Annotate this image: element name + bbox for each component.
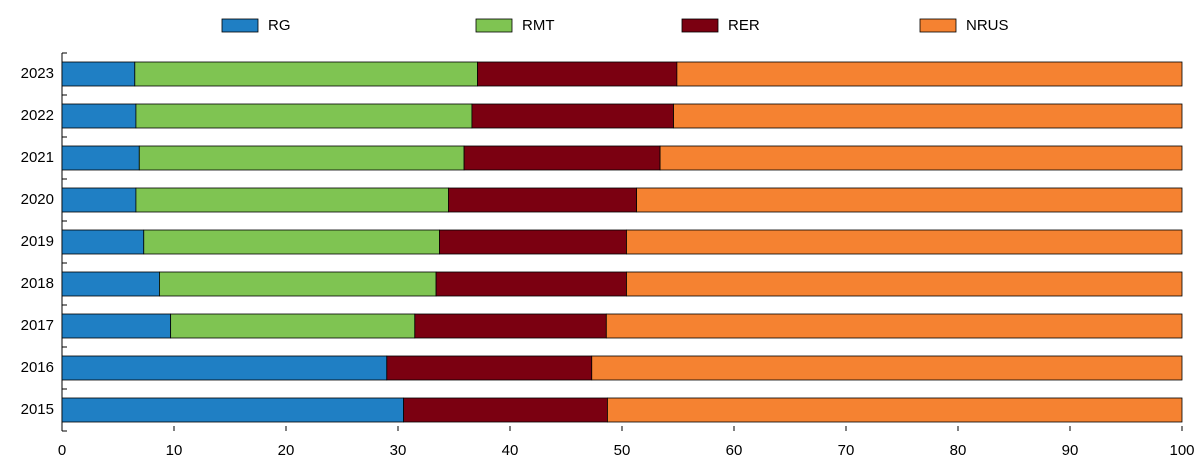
x-tick-label: 60 [726,442,743,459]
x-tick-label: 20 [278,442,295,459]
y-tick-label: 2019 [21,233,54,250]
x-tick-label: 10 [166,442,183,459]
x-tick-label: 70 [838,442,855,459]
legend-label: RMT [522,17,555,34]
bar-segment [414,313,607,339]
bar-segment [143,229,440,255]
bar-segment [471,103,674,129]
y-tick-label: 2017 [21,317,54,334]
y-tick-label: 2022 [21,107,54,124]
x-tick-label: 100 [1169,442,1194,459]
bar-segment [626,229,1183,255]
bar-segment [61,229,145,255]
y-tick-label: 2023 [21,65,54,82]
x-tick-label: 80 [950,442,967,459]
bar-segment [386,355,593,381]
bar-segment [463,145,661,171]
bar-segment [61,397,405,423]
y-tick-label: 2021 [21,149,54,166]
bar-segment [61,355,388,381]
bar-segment [61,103,137,129]
bar-segment [673,103,1183,129]
bar-segment [439,229,627,255]
y-tick-label: 2018 [21,275,54,292]
bar-segment [61,145,140,171]
bar-segment [435,271,627,297]
x-tick-label: 40 [502,442,519,459]
legend-label: RER [728,17,760,34]
bar-segment [135,187,449,213]
legend-label: RG [268,17,291,34]
bar-segment [61,271,160,297]
bar-segment [591,355,1183,381]
bar-segment [447,187,637,213]
legend-label: NRUS [966,17,1009,34]
y-tick-label: 2020 [21,191,54,208]
bar-segment [135,103,473,129]
bar-segment [61,61,136,87]
bar-segment [170,313,416,339]
bar-segment [159,271,437,297]
legend-swatch [681,18,719,33]
bar-segment [403,397,608,423]
y-tick-label: 2016 [21,359,54,376]
bar-segment [477,61,678,87]
bar-segment [636,187,1183,213]
bar-segment [607,397,1183,423]
x-tick-label: 90 [1062,442,1079,459]
bar-segment [138,145,465,171]
x-tick-label: 0 [58,442,66,459]
bar-segment [676,61,1183,87]
bar-segment [134,61,478,87]
x-tick-label: 30 [390,442,407,459]
y-tick-label: 2015 [21,401,54,418]
legend-swatch [221,18,259,33]
bar-segment [61,313,172,339]
x-tick-label: 50 [614,442,631,459]
bar-segment [659,145,1183,171]
legend-swatch [919,18,957,33]
bar-segment [605,313,1183,339]
bar-segment [61,187,137,213]
bar-segment [626,271,1183,297]
legend-swatch [475,18,513,33]
